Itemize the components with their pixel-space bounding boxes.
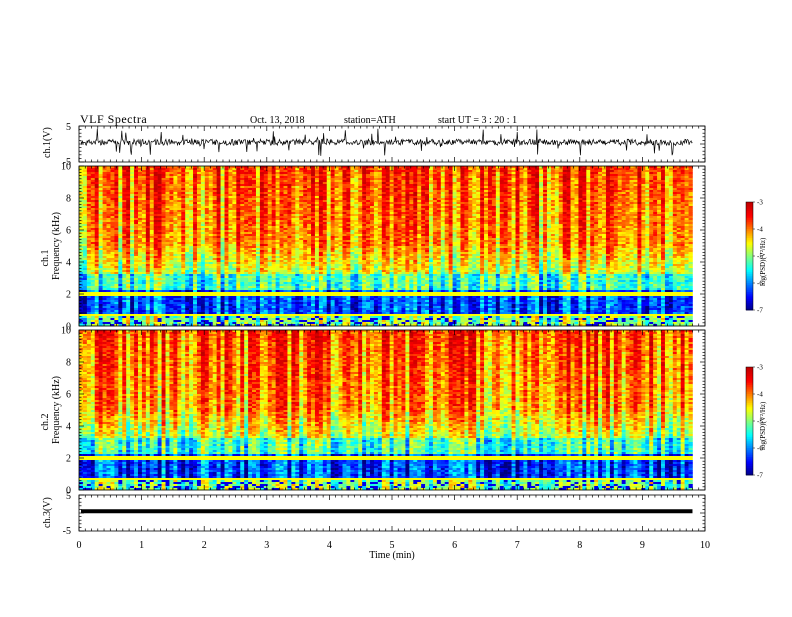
y-tick-label: -5 bbox=[63, 526, 71, 537]
ch2-spectrogram-ylabel-line2: Frequency (kHz) bbox=[51, 376, 62, 444]
y-tick-label: 10 bbox=[61, 326, 71, 337]
figure-title: VLF Spectra bbox=[80, 112, 147, 126]
colorbar-tick-label: -7 bbox=[757, 307, 763, 315]
x-tick-label: 9 bbox=[640, 540, 645, 551]
y-tick-label: 5 bbox=[66, 491, 71, 502]
x-tick-label: 0 bbox=[77, 540, 82, 551]
ch1-spectrogram-ylabel-line2: Frequency (kHz) bbox=[51, 212, 62, 280]
y-tick-label: 4 bbox=[66, 422, 71, 433]
date-label: Oct. 13, 2018 bbox=[250, 115, 304, 126]
ch1-waveform-line bbox=[81, 129, 693, 156]
y-tick-label: 2 bbox=[66, 454, 71, 465]
colorbar-tick-label: -3 bbox=[757, 199, 763, 207]
x-tick-label: 6 bbox=[452, 540, 457, 551]
x-tick-label: 3 bbox=[264, 540, 269, 551]
station-label: station=ATH bbox=[344, 115, 396, 126]
start-time-label: start UT = 3 : 20 : 1 bbox=[438, 115, 517, 126]
x-axis-label: Time (min) bbox=[369, 550, 414, 561]
ch1-spectrogram-ylabel-line1: ch.1 bbox=[40, 250, 51, 267]
colorbar-tick-label: -4 bbox=[757, 391, 763, 399]
colorbar-tick-label: -7 bbox=[757, 472, 763, 480]
x-tick-label: 7 bbox=[515, 540, 520, 551]
colorbar-tick-label: -4 bbox=[757, 226, 763, 234]
ch1-waveform-trace bbox=[81, 129, 693, 156]
x-tick-label: 4 bbox=[327, 540, 332, 551]
y-tick-label: 8 bbox=[66, 194, 71, 205]
ch2-spectrogram-ylabel-line1: ch.2 bbox=[40, 414, 51, 431]
y-tick-label: 6 bbox=[66, 226, 71, 237]
y-tick-label: -5 bbox=[63, 157, 71, 168]
x-tick-label: 8 bbox=[577, 540, 582, 551]
ch2-colorbar-label: log(PSD)(V²/Hz) bbox=[759, 401, 767, 450]
ch1-colorbar-label: log(PSD)(V²/Hz) bbox=[759, 237, 767, 286]
x-tick-label: 1 bbox=[139, 540, 144, 551]
y-tick-label: 6 bbox=[66, 390, 71, 401]
x-tick-label: 10 bbox=[700, 540, 710, 551]
ch1-spectrogram-area bbox=[79, 166, 705, 326]
y-tick-label: 2 bbox=[66, 290, 71, 301]
x-tick-label: 2 bbox=[202, 540, 207, 551]
y-tick-label: 4 bbox=[66, 258, 71, 269]
y-tick-label: 5 bbox=[66, 122, 71, 133]
ch2-spectrogram-area bbox=[79, 330, 705, 490]
colorbar-tick-label: -3 bbox=[757, 364, 763, 372]
ch1-waveform-ylabel: ch.1(V) bbox=[42, 127, 53, 158]
ch3-waveform-ylabel: ch.3(V) bbox=[42, 497, 53, 528]
y-tick-label: 8 bbox=[66, 358, 71, 369]
